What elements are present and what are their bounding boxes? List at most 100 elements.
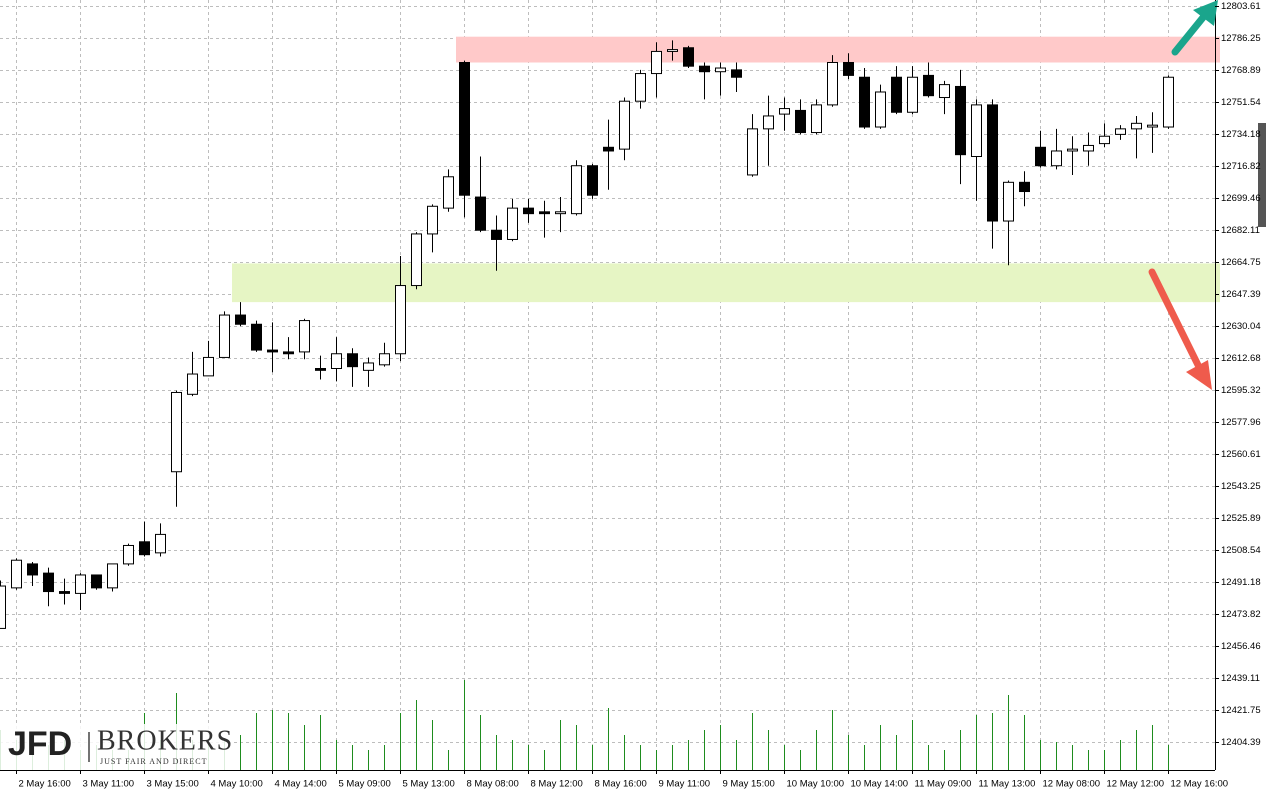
candle-body: [619, 100, 630, 150]
candle-body: [59, 591, 70, 594]
candle-body: [763, 115, 774, 130]
candle-body: [155, 533, 166, 554]
candle-body: [1067, 148, 1078, 152]
y-tick-label: 12803.61: [1221, 1, 1261, 12]
logo-backdrop: [0, 724, 232, 770]
scroll-handle: [1258, 123, 1266, 227]
arrow-shaft: [1171, 11, 1209, 56]
candle-body: [779, 108, 790, 115]
candle-body: [0, 585, 6, 629]
x-tick-label: 2 May 16:00: [19, 779, 71, 790]
candle-body: [1035, 146, 1046, 167]
candle-body: [875, 91, 886, 128]
candle-body: [955, 85, 966, 156]
candle-body: [715, 67, 726, 73]
candle-body: [843, 61, 854, 76]
candle-body: [107, 563, 118, 589]
down-arrow: [1148, 268, 1212, 390]
candle-body: [587, 165, 598, 196]
candle-body: [395, 285, 406, 355]
x-tick-label: 8 May 08:00: [467, 779, 519, 790]
x-tick-label: 11 May 13:00: [979, 779, 1036, 790]
y-tick-label: 12612.68: [1221, 353, 1261, 364]
y-tick-label: 12473.82: [1221, 609, 1261, 620]
y-tick-label: 12577.96: [1221, 417, 1261, 428]
candle-body: [603, 146, 614, 152]
candle-body: [1131, 122, 1142, 130]
candle-body: [859, 76, 870, 128]
candle-body: [203, 356, 214, 377]
grid: [0, 0, 1215, 770]
x-tick-label: 8 May 16:00: [595, 779, 647, 790]
candle-body: [219, 314, 230, 358]
candle-body: [427, 205, 438, 235]
candle-body: [443, 176, 454, 209]
candle-body: [571, 165, 582, 215]
arrow-shaft: [1148, 268, 1202, 369]
arrow-head: [1186, 360, 1212, 390]
candle-body: [907, 76, 918, 113]
candle-body: [475, 196, 486, 231]
y-tick-label: 12404.39: [1221, 737, 1261, 748]
candle-body: [667, 49, 678, 52]
logo-brand: BROKERS: [97, 725, 233, 756]
arrow-head: [1193, 0, 1218, 26]
y-tick-label: 12421.75: [1221, 705, 1261, 716]
x-tick-label: 5 May 13:00: [403, 779, 455, 790]
y-tick-label: 12508.54: [1221, 545, 1261, 556]
x-tick-label: 10 May 10:00: [787, 779, 845, 790]
logo-name: JFD: [8, 725, 72, 763]
candle-body: [331, 353, 342, 370]
y-tick-label: 12560.61: [1221, 449, 1261, 460]
candle-body: [1019, 181, 1030, 193]
candle-body: [539, 211, 550, 215]
candle-body: [699, 65, 710, 73]
candle-body: [523, 207, 534, 215]
candle-body: [139, 541, 150, 556]
candle-body: [1147, 124, 1158, 128]
candle-body: [827, 61, 838, 106]
logo: JFD BROKERS JUST FAIR AND DIRECT: [0, 724, 233, 770]
x-tick-label: 12 May 08:00: [1043, 779, 1101, 790]
y-tick-label: 12716.82: [1221, 161, 1261, 172]
candle-body: [683, 47, 694, 67]
x-tick-label: 5 May 09:00: [339, 779, 391, 790]
candle-body: [1003, 181, 1014, 222]
candle-body: [315, 368, 326, 371]
candle-body: [459, 61, 470, 196]
y-tick-label: 12543.25: [1221, 481, 1261, 492]
candle-body: [971, 104, 982, 158]
y-tick-label: 12786.25: [1221, 33, 1261, 44]
candle-body: [891, 76, 902, 113]
candle-body: [491, 229, 502, 240]
x-tick-label: 10 May 14:00: [851, 779, 909, 790]
candle-body: [43, 572, 54, 593]
candle-body: [1115, 128, 1126, 135]
x-tick-label: 3 May 15:00: [147, 779, 199, 790]
candle-body: [795, 109, 806, 134]
candle-body: [731, 69, 742, 78]
candle-body: [507, 207, 518, 240]
candle-body: [75, 574, 86, 594]
candle-body: [347, 353, 358, 368]
candle-body: [299, 320, 310, 353]
y-tick-label: 12768.89: [1221, 65, 1261, 76]
candle-body: [27, 563, 38, 576]
candle-body: [1051, 150, 1062, 167]
candle-body: [251, 323, 262, 351]
x-tick-label: 12 May 16:00: [1171, 779, 1229, 790]
candle-body: [363, 362, 374, 371]
x-tick-label: 4 May 10:00: [211, 779, 263, 790]
up-arrow: [1171, 0, 1218, 56]
candle-body: [1099, 135, 1110, 145]
y-tick-label: 12456.46: [1221, 641, 1261, 652]
candle-layer: [0, 40, 1174, 629]
candle-body: [1083, 144, 1094, 152]
y-tick-label: 12525.89: [1221, 513, 1261, 524]
candle-body: [555, 211, 566, 215]
candle-body: [939, 84, 950, 99]
x-tick-label: 9 May 15:00: [723, 779, 775, 790]
y-tick-label: 12699.46: [1221, 193, 1261, 204]
x-tick-label: 12 May 12:00: [1107, 779, 1165, 790]
y-tick-label: 12647.39: [1221, 289, 1261, 300]
